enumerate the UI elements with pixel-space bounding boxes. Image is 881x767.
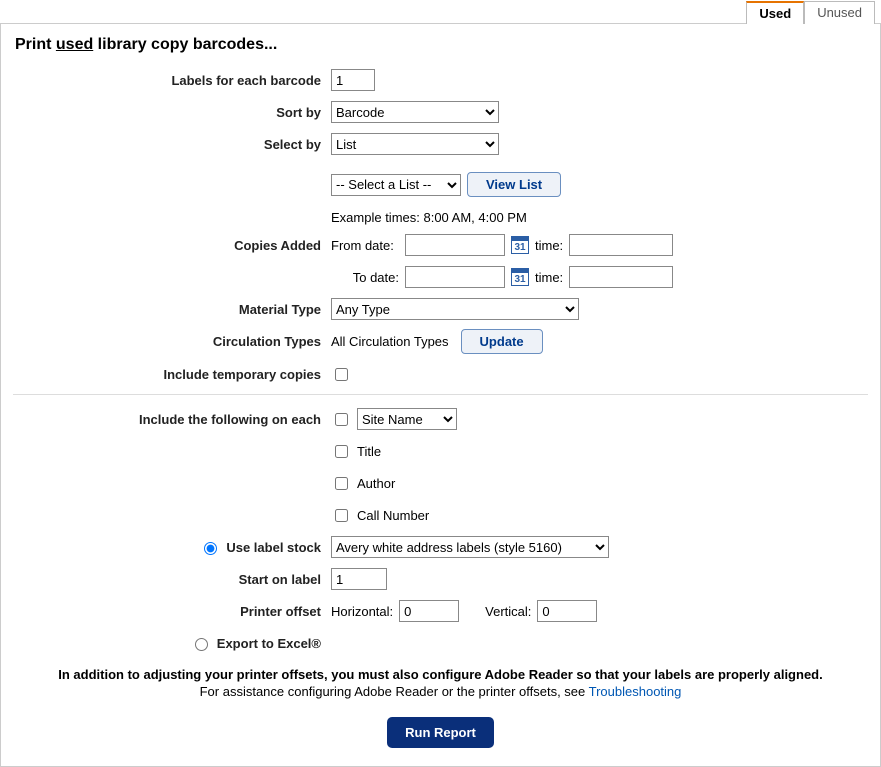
tab-used[interactable]: Used [746,1,804,24]
subnote-text: For assistance configuring Adobe Reader … [200,684,589,699]
offset-horizontal-input[interactable] [399,600,459,622]
form-panel: Print used library copy barcodes... Labe… [0,23,881,767]
calendar-icon[interactable]: 31 [511,236,529,254]
offset-vertical-input[interactable] [537,600,597,622]
section-divider [13,394,868,395]
include-title-checkbox[interactable] [335,445,348,458]
troubleshooting-link[interactable]: Troubleshooting [589,684,682,699]
include-callnumber-checkbox[interactable] [335,509,348,522]
include-title-label: Title [357,444,381,459]
label-circulation-types: Circulation Types [13,334,331,349]
include-callnumber-label: Call Number [357,508,429,523]
example-times-text: Example times: 8:00 AM, 4:00 PM [331,210,527,225]
label-material-type: Material Type [13,302,331,317]
alignment-subnote: For assistance configuring Adobe Reader … [13,684,868,699]
alignment-note: In addition to adjusting your printer of… [53,667,828,682]
heading-pre: Print [15,36,56,53]
calendar-icon[interactable]: 31 [511,268,529,286]
label-labels-per-barcode: Labels for each barcode [13,73,331,88]
label-to-date: To date: [331,270,399,285]
heading-underlined: used [56,36,93,53]
label-export-excel: Export to Excel® [217,636,321,651]
export-excel-radio[interactable] [195,638,208,651]
include-temp-checkbox[interactable] [335,368,348,381]
start-on-label-input[interactable] [331,568,387,590]
select-by-select[interactable]: List [331,133,499,155]
label-sort-by: Sort by [13,105,331,120]
label-to-time: time: [535,270,563,285]
update-button[interactable]: Update [461,329,543,354]
run-report-button[interactable]: Run Report [387,717,494,748]
label-horizontal: Horizontal: [331,604,393,619]
to-date-input[interactable] [405,266,505,288]
label-select-by: Select by [13,137,331,152]
sort-by-select[interactable]: Barcode [331,101,499,123]
label-copies-added: Copies Added [13,238,331,253]
to-time-input[interactable] [569,266,673,288]
page-title: Print used library copy barcodes... [15,36,868,54]
circulation-types-text: All Circulation Types [331,334,449,349]
label-vertical: Vertical: [485,604,531,619]
view-list-button[interactable]: View List [467,172,561,197]
include-sitename-checkbox[interactable] [335,413,348,426]
label-start-on-label: Start on label [13,572,331,587]
tab-unused[interactable]: Unused [804,1,875,24]
label-use-label-stock: Use label stock [226,540,321,555]
heading-post: library copy barcodes... [93,36,277,53]
from-time-input[interactable] [569,234,673,256]
label-stock-select[interactable]: Avery white address labels (style 5160) [331,536,609,558]
label-include-following: Include the following on each [13,412,331,427]
label-from-time: time: [535,238,563,253]
material-type-select[interactable]: Any Type [331,298,579,320]
include-author-label: Author [357,476,395,491]
label-include-temp: Include temporary copies [13,367,331,382]
label-from-date: From date: [331,238,399,253]
site-name-select[interactable]: Site Name [357,408,457,430]
use-label-stock-radio[interactable] [204,542,217,555]
labels-per-barcode-input[interactable] [331,69,375,91]
list-select[interactable]: -- Select a List -- [331,174,461,196]
label-printer-offset: Printer offset [13,604,331,619]
from-date-input[interactable] [405,234,505,256]
include-author-checkbox[interactable] [335,477,348,490]
